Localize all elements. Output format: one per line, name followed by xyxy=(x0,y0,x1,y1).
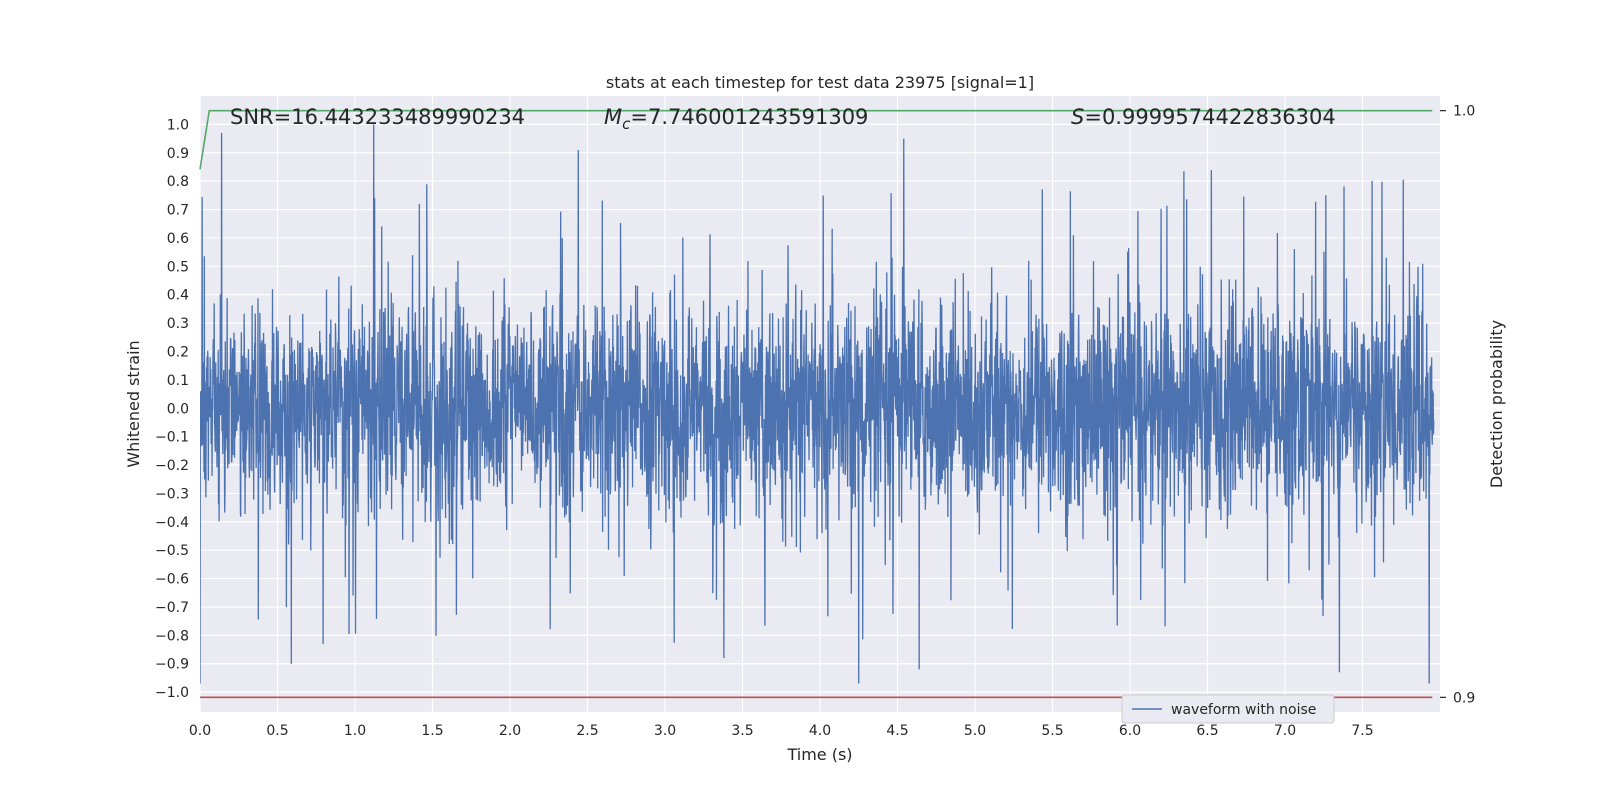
x-axis-title: Time (s) xyxy=(786,745,852,764)
series-waveform-with-noise xyxy=(200,124,1435,684)
x-tick-label: 5.5 xyxy=(1041,723,1063,739)
y2-tick-label: 1.0 xyxy=(1453,104,1475,120)
legend: waveform with noise xyxy=(1121,694,1335,724)
y-tick-label: −0.8 xyxy=(155,628,189,644)
x-tick-label: 1.5 xyxy=(421,723,443,739)
x-tick-label: 0.5 xyxy=(266,723,288,739)
chirp-mass-value: =7.746001243591309 xyxy=(630,105,868,129)
y-tick-label: 0.9 xyxy=(167,146,189,162)
significance-value: =0.9999574422836304 xyxy=(1084,105,1335,129)
y2-ticks: 1.0 0.9 xyxy=(1440,104,1475,706)
x-tick-label: 1.0 xyxy=(344,723,366,739)
legend-box xyxy=(1121,694,1335,724)
y-axis-title: Whitened strain xyxy=(124,340,143,467)
x-tick-label: 3.0 xyxy=(654,723,676,739)
y-tick-label: −0.6 xyxy=(155,572,189,588)
x-tick-label: 5.0 xyxy=(964,723,986,739)
y-tick-label: −0.3 xyxy=(155,486,189,502)
x-tick-label: 4.5 xyxy=(886,723,908,739)
y-tick-label: 0.0 xyxy=(167,401,189,417)
series-detection-probability xyxy=(199,109,1433,170)
x-tick-label: 7.0 xyxy=(1274,723,1296,739)
x-tick-label: 4.0 xyxy=(809,723,831,739)
x-tick-label: 2.0 xyxy=(499,723,521,739)
y-tick-label: −0.1 xyxy=(155,430,189,446)
y-tick-label: 0.2 xyxy=(167,344,189,360)
y-tick-label: 0.8 xyxy=(167,174,189,190)
chirp-mass-annotation: Mc=7.746001243591309 xyxy=(604,105,868,133)
chirp-mass-subscript: c xyxy=(622,115,631,133)
y-tick-label: 0.6 xyxy=(167,231,189,247)
y-tick-label: −0.9 xyxy=(155,657,189,673)
y-tick-label: 0.3 xyxy=(167,316,189,332)
y-tick-label: 0.7 xyxy=(167,203,189,219)
y-tick-label: −0.5 xyxy=(155,543,189,559)
significance-symbol: S xyxy=(1071,105,1084,129)
y2-axis-title: Detection probability xyxy=(1487,320,1506,488)
x-tick-label: 3.5 xyxy=(731,723,753,739)
y-tick-label: −0.7 xyxy=(155,600,189,616)
x-tick-label: 6.0 xyxy=(1119,723,1141,739)
significance-annotation: S=0.9999574422836304 xyxy=(1071,105,1336,129)
y-tick-label: 0.4 xyxy=(167,288,189,304)
y2-tick-label: 0.9 xyxy=(1453,690,1475,706)
legend-label: waveform with noise xyxy=(1171,702,1316,718)
y-tick-label: 0.5 xyxy=(167,259,189,275)
y-tick-label: 1.0 xyxy=(167,117,189,133)
y-tick-label: 0.1 xyxy=(167,373,189,389)
x-tick-label: 6.5 xyxy=(1196,723,1218,739)
x-ticks: 0.0 0.5 1.0 1.5 2.0 2.5 3.0 3.5 4.0 4.5 5.0 5.5 6.0 6… xyxy=(189,723,1374,739)
y-tick-label: −0.4 xyxy=(155,515,189,531)
chart-title: stats at each timestep for test data 239… xyxy=(606,73,1034,92)
x-tick-label: 7.5 xyxy=(1351,723,1373,739)
y-tick-label: −0.2 xyxy=(155,458,189,474)
y-tick-label: −1.0 xyxy=(155,685,189,701)
chirp-mass-symbol: M xyxy=(604,105,622,129)
x-tick-label: 0.0 xyxy=(189,723,211,739)
y-ticks: 1.0 0.9 0.8 0.7 0.6 0.5 0.4 0.3 0.2 0.1 0.0 −0.1 −0.… xyxy=(155,117,189,701)
snr-annotation: SNR=16.443233489990234 xyxy=(230,105,525,129)
x-tick-label: 2.5 xyxy=(576,723,598,739)
